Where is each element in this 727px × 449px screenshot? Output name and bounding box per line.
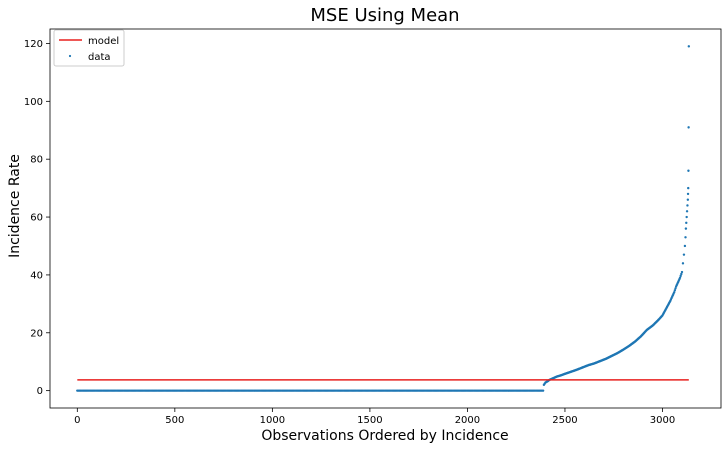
data-point bbox=[682, 253, 686, 256]
x-tick-label: 1000 bbox=[260, 415, 285, 426]
data-point bbox=[679, 274, 682, 278]
data-point bbox=[686, 192, 690, 196]
x-tick-label: 3000 bbox=[650, 415, 675, 426]
x-axis-title: Observations Ordered by Incidence bbox=[261, 428, 508, 444]
x-tick-label: 1500 bbox=[357, 415, 382, 426]
y-tick-label: 40 bbox=[30, 270, 43, 281]
data-point bbox=[686, 198, 690, 201]
data-point bbox=[685, 221, 688, 225]
data-point bbox=[685, 210, 689, 213]
data-point bbox=[686, 204, 689, 207]
y-tick-label: 60 bbox=[30, 213, 43, 224]
data-point bbox=[672, 291, 676, 294]
data-point bbox=[683, 244, 687, 248]
x-tick-label: 500 bbox=[165, 415, 184, 426]
data-point bbox=[685, 215, 688, 219]
data-point bbox=[687, 186, 690, 190]
legend: model data bbox=[53, 29, 125, 67]
data-point-zero bbox=[541, 389, 545, 392]
plot-frame bbox=[49, 28, 722, 409]
y-tick-label: 120 bbox=[24, 39, 43, 50]
data-point bbox=[673, 289, 677, 292]
data-point bbox=[674, 287, 677, 290]
data-point bbox=[680, 270, 684, 274]
y-tick-label: 20 bbox=[30, 328, 43, 339]
data-point bbox=[687, 169, 690, 172]
plot-area bbox=[76, 45, 691, 392]
data-point bbox=[684, 236, 687, 239]
legend-model-label: model bbox=[88, 36, 119, 47]
data-point bbox=[687, 126, 690, 129]
y-tick-label: 100 bbox=[24, 97, 43, 108]
data-point bbox=[680, 272, 683, 276]
y-axis-title: Incidence Rate bbox=[7, 154, 23, 258]
legend-data-swatch bbox=[68, 54, 72, 58]
data-point bbox=[681, 262, 685, 265]
data-point bbox=[678, 276, 682, 280]
data-point bbox=[684, 227, 688, 230]
y-tick-label: 80 bbox=[30, 155, 43, 166]
axes: 0 500 1000 1500 2000 2500 3000 0 20 40 60 80 100 120 bbox=[24, 28, 722, 426]
x-tick-label: 0 bbox=[74, 415, 80, 426]
data-point bbox=[687, 45, 691, 48]
y-tick-label: 0 bbox=[37, 386, 43, 397]
legend-data-label: data bbox=[88, 52, 111, 63]
x-tick-label: 2000 bbox=[455, 415, 480, 426]
x-tick-label: 2500 bbox=[552, 415, 577, 426]
legend-frame bbox=[53, 29, 125, 67]
chart-title: MSE Using Mean bbox=[310, 5, 459, 26]
